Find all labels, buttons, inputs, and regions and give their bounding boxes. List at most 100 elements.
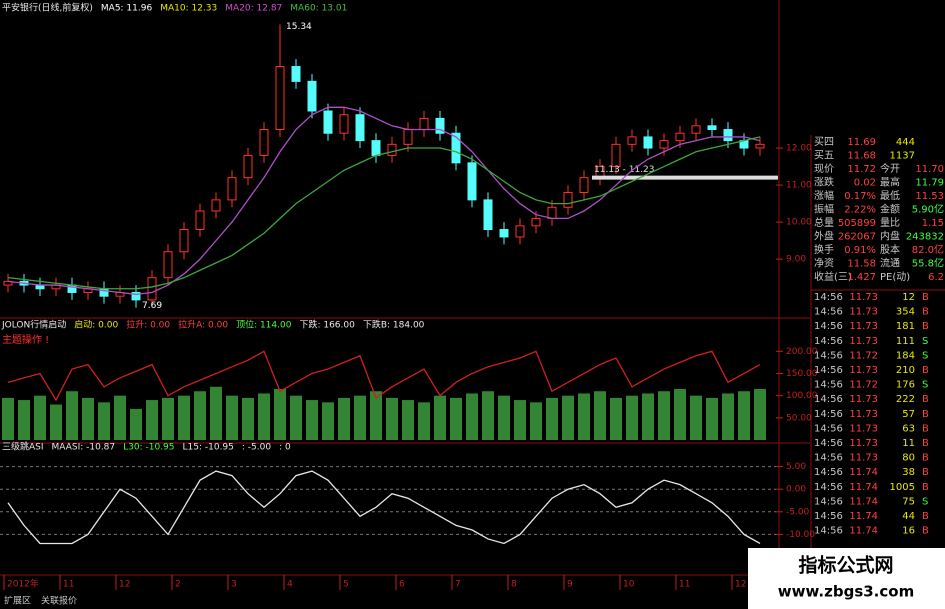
candle-body bbox=[675, 132, 685, 142]
x-tick-label: 3 bbox=[231, 580, 237, 590]
trade-volume: 75 bbox=[902, 496, 915, 507]
quote-label: 最高 bbox=[880, 176, 900, 189]
trade-side: B bbox=[922, 482, 929, 493]
quote-label: 买五 bbox=[814, 150, 834, 162]
trade-side: B bbox=[922, 467, 929, 478]
candle-body bbox=[307, 80, 317, 112]
x-tick-label: 2012年 bbox=[7, 578, 39, 590]
x-tick-label: 11 bbox=[63, 580, 74, 590]
trade-time: 14:56 bbox=[814, 496, 843, 507]
bar bbox=[354, 395, 366, 440]
watermark-title: 指标公式网 bbox=[798, 554, 893, 577]
quote-volume: 1137 bbox=[890, 151, 915, 162]
bar bbox=[226, 395, 238, 440]
y-tick-label: 150.00 bbox=[786, 369, 818, 379]
candle-body bbox=[259, 129, 269, 156]
candle-body bbox=[467, 162, 477, 201]
trade-price: 11.74 bbox=[849, 496, 878, 507]
x-tick-label: 7 bbox=[455, 580, 461, 590]
quote-value: 0.02 bbox=[854, 178, 876, 189]
bar bbox=[754, 389, 766, 440]
bar bbox=[386, 397, 398, 440]
candle-body bbox=[515, 225, 525, 238]
quote-label: 金额 bbox=[880, 203, 900, 216]
trade-time: 14:56 bbox=[814, 409, 843, 420]
bar bbox=[610, 397, 622, 440]
bar bbox=[690, 395, 702, 440]
trade-price: 11.74 bbox=[849, 467, 878, 478]
bar bbox=[530, 402, 542, 440]
trade-volume: 12 bbox=[902, 292, 915, 303]
trade-price: 11.73 bbox=[849, 307, 878, 318]
quote-value: 2.22% bbox=[844, 205, 876, 216]
bar bbox=[210, 386, 222, 440]
quote-label: 现价 bbox=[814, 163, 834, 175]
footer-tab: 关联报价 bbox=[41, 595, 77, 607]
bar bbox=[178, 395, 190, 440]
x-tick-label: 6 bbox=[399, 580, 405, 590]
min-label: 7.69 bbox=[142, 301, 162, 311]
quote-value: 262067 bbox=[838, 232, 876, 243]
candle-body bbox=[611, 143, 621, 168]
quote-label: 收益(三) bbox=[814, 270, 852, 283]
quote-value: 55.8亿 bbox=[912, 257, 944, 270]
series-line bbox=[7, 136, 761, 290]
quote-label: 内盘 bbox=[880, 230, 900, 243]
quote-value: 11.53 bbox=[915, 191, 944, 202]
trade-volume: 210 bbox=[896, 365, 915, 376]
quote-label: 涨幅 bbox=[814, 189, 834, 202]
bar bbox=[290, 395, 302, 440]
series-line bbox=[7, 350, 761, 402]
bar bbox=[18, 400, 30, 440]
trade-side: B bbox=[922, 292, 929, 303]
bar bbox=[658, 391, 670, 440]
panel-header: 下跌: 166.00 bbox=[299, 320, 355, 331]
quote-value: 5.90亿 bbox=[912, 203, 944, 216]
x-tick-label: 5 bbox=[343, 580, 349, 590]
y-tick-label: 50.00 bbox=[786, 413, 812, 423]
series-line bbox=[7, 470, 761, 545]
panel-header: MA5: 11.96 bbox=[101, 4, 153, 14]
y-tick-label: 200.00 bbox=[786, 347, 818, 357]
quote-value: 505899 bbox=[838, 218, 876, 229]
panel-header: 下跌B: 184.00 bbox=[363, 320, 425, 331]
trade-price: 11.73 bbox=[849, 423, 878, 434]
bar bbox=[482, 391, 494, 440]
trade-side: B bbox=[922, 526, 929, 537]
quote-value: 11.79 bbox=[915, 178, 944, 189]
quote-label: 流通 bbox=[880, 257, 900, 270]
trade-side: B bbox=[922, 511, 929, 522]
y-tick-label: 100.00 bbox=[786, 391, 818, 401]
bar bbox=[2, 397, 14, 440]
bar bbox=[402, 400, 414, 440]
bar bbox=[370, 391, 382, 440]
panel-header: 启动: 0.00 bbox=[74, 319, 118, 331]
quote-value: 11.72 bbox=[847, 164, 876, 175]
bar bbox=[306, 400, 318, 440]
panel-header: : -5.00 bbox=[242, 443, 271, 453]
bar bbox=[434, 395, 446, 440]
candle-body bbox=[275, 66, 285, 131]
trade-time: 14:56 bbox=[814, 467, 843, 478]
y-tick-label: 12.00 bbox=[786, 144, 812, 154]
trade-price: 11.74 bbox=[849, 511, 878, 522]
trade-time: 14:56 bbox=[814, 336, 843, 347]
trade-side: S bbox=[922, 336, 928, 347]
y-tick-label: 9.00 bbox=[786, 255, 806, 265]
x-tick-label: 8 bbox=[511, 580, 517, 590]
trade-time: 14:56 bbox=[814, 438, 843, 449]
trade-side: B bbox=[922, 307, 929, 318]
panel-header: L15: -10.95 bbox=[183, 443, 234, 453]
quote-value: 6.2 bbox=[928, 272, 944, 283]
panel-header: 顶位: 114.00 bbox=[236, 319, 292, 331]
bar bbox=[706, 397, 718, 440]
bar bbox=[114, 395, 126, 440]
x-tick-label: 2 bbox=[175, 580, 181, 590]
bar bbox=[642, 393, 654, 440]
trade-price: 11.74 bbox=[849, 482, 878, 493]
candle-body bbox=[211, 199, 221, 212]
candle-body bbox=[339, 114, 349, 134]
